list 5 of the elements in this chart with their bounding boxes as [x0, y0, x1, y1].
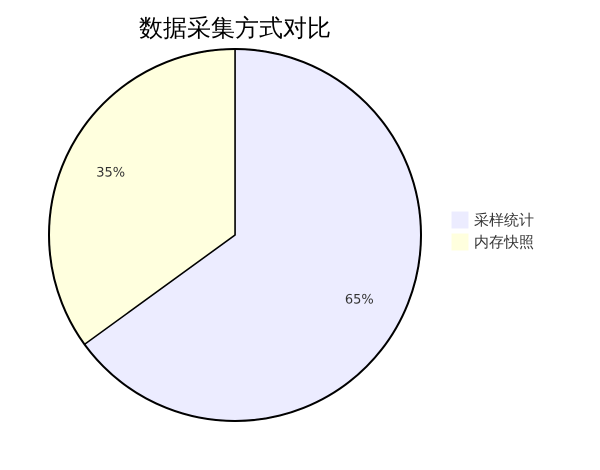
legend-label: 采样统计: [474, 211, 534, 229]
data-label: 65%: [344, 292, 374, 308]
legend-label: 内存快照: [474, 233, 534, 251]
data-label: 35%: [96, 166, 126, 181]
chart-title: 数据采集方式对比: [139, 14, 331, 42]
